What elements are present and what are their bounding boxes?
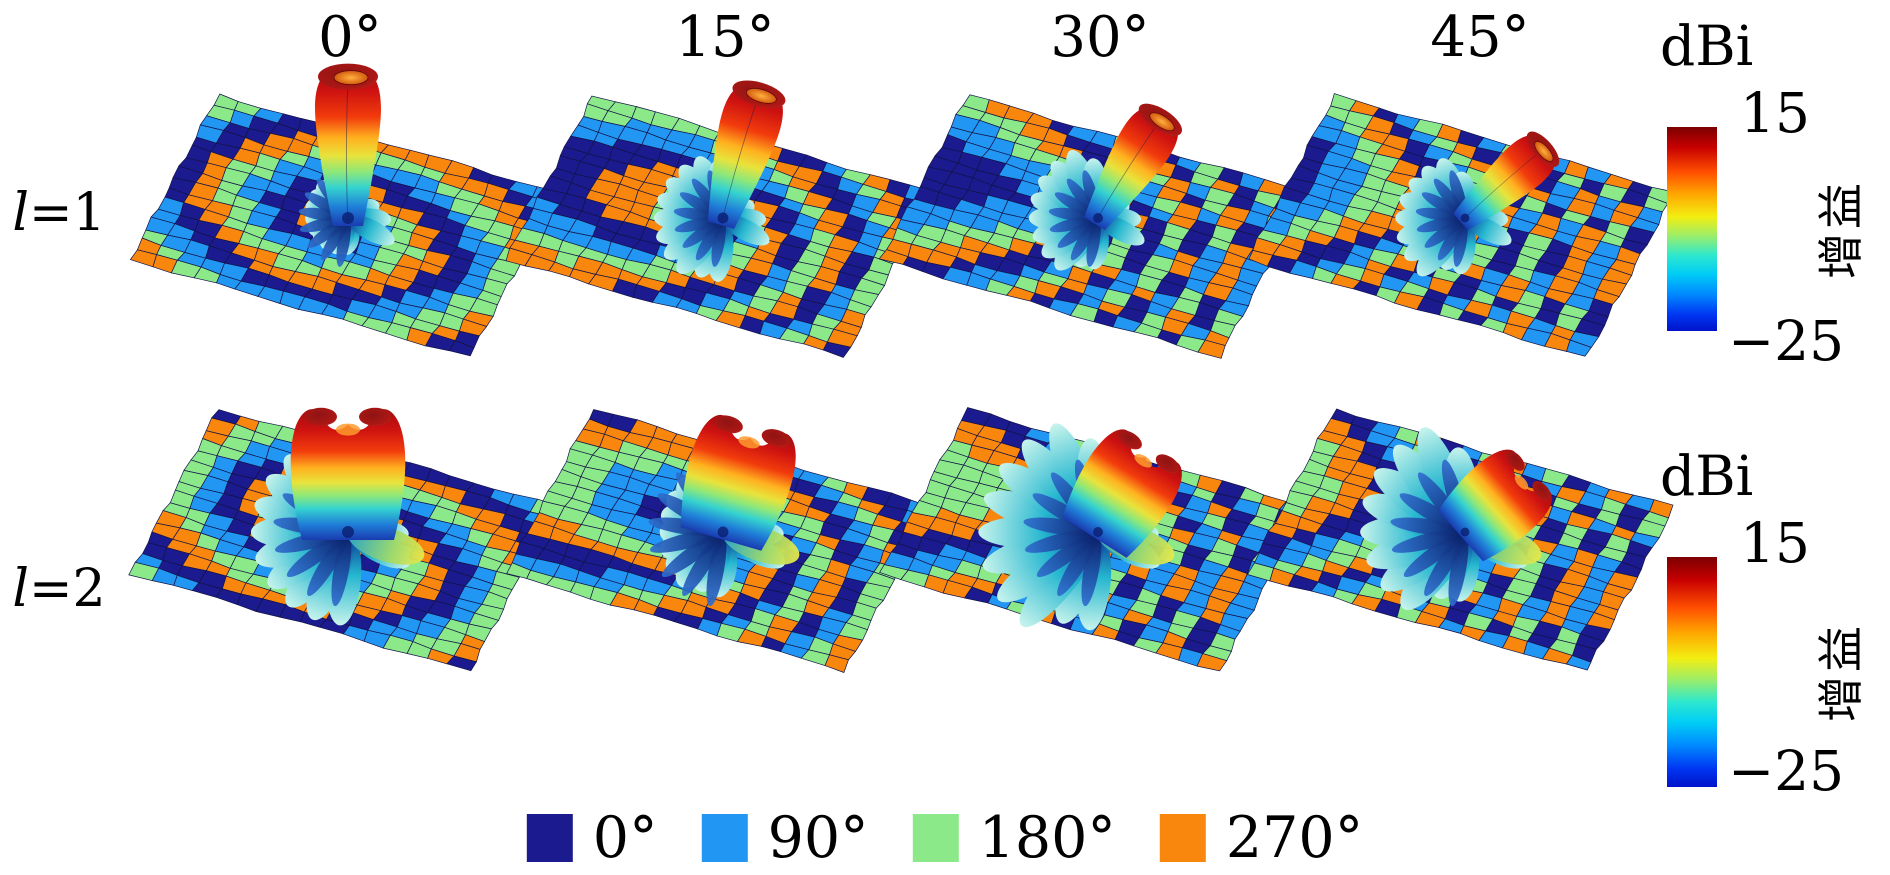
colorbar1-max-label: 15 [1740, 81, 1810, 145]
beam-main-lobe [1062, 429, 1182, 558]
legend-label-90deg: 90° [767, 805, 869, 871]
row-label-l2-symbol: l [12, 559, 29, 619]
beam-main-lobe [680, 415, 796, 551]
column-header-0deg: 0° [318, 5, 382, 70]
beam-main-lobe [290, 407, 406, 540]
surface-plot-l2-0deg [128, 407, 559, 672]
row-label-l1-value: =1 [28, 183, 106, 243]
colorbar1-title: dBi [1660, 14, 1754, 78]
legend-label-0deg: 0° [592, 805, 658, 871]
row-label-l2-value: =2 [28, 559, 106, 619]
legend-swatch-180deg [912, 814, 959, 862]
beam-main-lobe [1084, 103, 1183, 231]
colorbar2-axis-label: 增益 [1814, 622, 1868, 722]
beam-main-lobe [315, 63, 381, 226]
column-header-15deg: 15° [675, 5, 775, 70]
column-header-45deg: 45° [1430, 5, 1530, 70]
legend-item-0deg: 0° [526, 805, 658, 871]
row-label-l1: l=1 [4, 184, 114, 242]
legend-item-90deg: 90° [701, 805, 869, 871]
surface-panel-l2-45deg [1205, 352, 1725, 697]
phase-grid [506, 409, 933, 673]
surface-panel-l2-0deg [88, 352, 608, 697]
surface-panel-l2-30deg [838, 352, 1358, 697]
legend-swatch-90deg [701, 814, 748, 862]
legend-item-180deg: 180° [912, 805, 1116, 871]
colorbar2-max-label: 15 [1740, 511, 1810, 575]
beam-main-lobe [707, 80, 786, 229]
surface-panel-l1-45deg [1205, 48, 1725, 393]
row-label-l1-symbol: l [12, 183, 29, 243]
surface-plot-l1-30deg [878, 94, 1307, 359]
surface-plot-l2-45deg [1246, 408, 1674, 671]
surface-plot-l2-30deg [879, 407, 1310, 672]
phase-legend: 0° 90° 180° 270° [526, 805, 1364, 871]
colorbar2-min-label: −25 [1728, 739, 1845, 803]
colorbar1-gradient [1667, 127, 1717, 331]
legend-label-270deg: 270° [1225, 805, 1364, 871]
legend-label-180deg: 180° [978, 805, 1116, 871]
legend-swatch-270deg [1159, 814, 1206, 862]
colorbar1-axis-label: 增益 [1814, 179, 1868, 279]
column-header-30deg: 30° [1050, 5, 1150, 70]
surface-plot-l1-45deg [1248, 93, 1676, 357]
surface-panel-l1-30deg [838, 48, 1358, 393]
beam-main-lobe [1453, 131, 1560, 231]
legend-swatch-0deg [526, 814, 573, 862]
surface-panel-l1-15deg [463, 48, 983, 393]
legend-item-270deg: 270° [1159, 805, 1364, 871]
surface-plot-l1-15deg [505, 80, 935, 358]
beam-main-lobe [1438, 449, 1553, 562]
phase-grid [505, 95, 935, 358]
surface-plot-l2-15deg [506, 409, 933, 673]
colorbar2-gradient [1667, 557, 1717, 787]
colorbar1-min-label: −25 [1728, 309, 1845, 373]
row-label-l2: l=2 [4, 560, 114, 618]
surface-panel-l2-15deg [463, 352, 983, 697]
colorbar2-title: dBi [1660, 444, 1754, 508]
beam-side-lobes [1395, 158, 1512, 277]
